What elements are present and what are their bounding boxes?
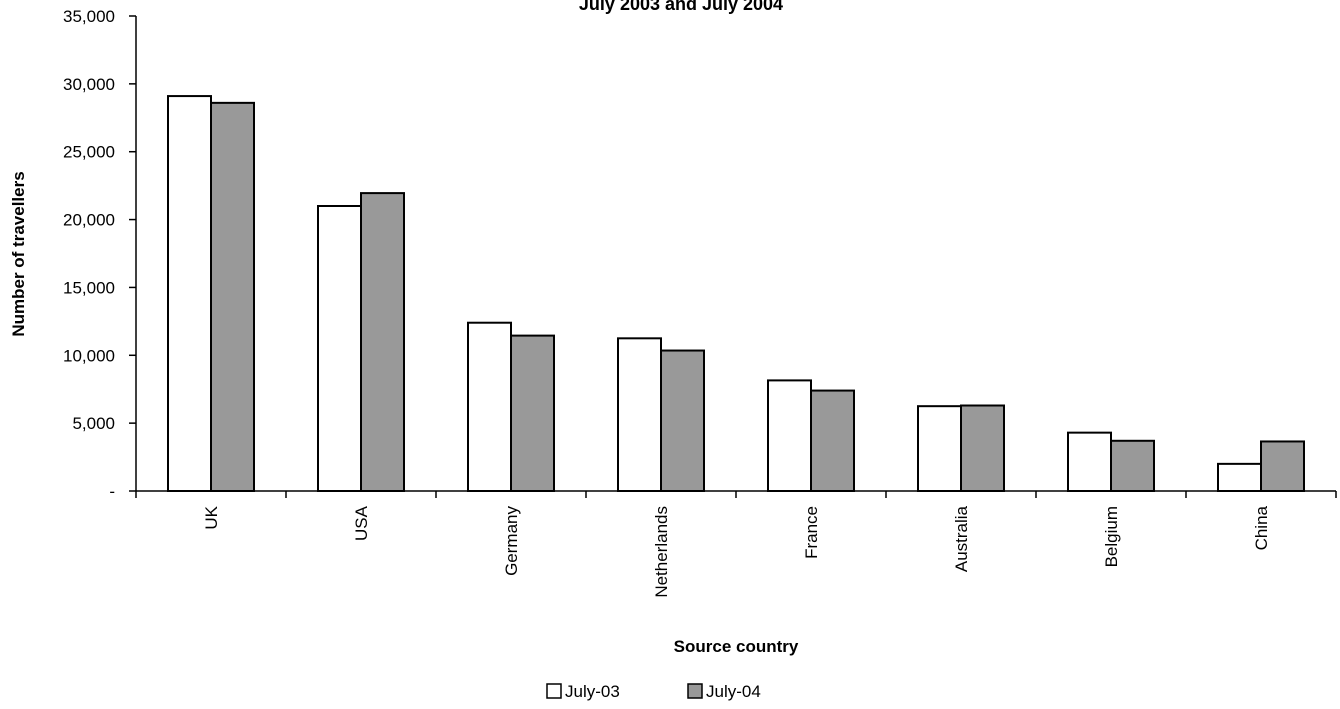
bar-july-04-belgium: [1110, 439, 1155, 492]
bar-july-04-australia: [960, 404, 1005, 492]
bar-july-04-china: [1260, 440, 1305, 493]
bars-layer: [167, 95, 1305, 493]
bar-july-03-uk: [167, 95, 212, 492]
y-tick-label: 25,000: [63, 143, 115, 162]
y-tick-label: -: [109, 482, 115, 501]
y-axis-title: Number of travellers: [9, 171, 28, 336]
axes-layer: - 5,000 10,000 15,000 20,000 25,000 30,000 35,0…: [63, 7, 1337, 598]
bar-july-04-germany: [510, 334, 555, 492]
x-tick-label-australia: Australia: [952, 505, 971, 572]
bar-july-03-china: [1217, 462, 1262, 493]
y-tick-label: 20,000: [63, 211, 115, 230]
bar-july-04-usa: [360, 192, 405, 492]
bar-july-03-belgium: [1067, 431, 1112, 492]
legend: July-03 July-04: [546, 682, 761, 701]
x-tick-label-germany: Germany: [502, 506, 521, 576]
x-tick-label-belgium: Belgium: [1102, 506, 1121, 567]
bar-july-03-france: [767, 379, 812, 492]
y-tick-label: 30,000: [63, 75, 115, 94]
x-tick-label-china: China: [1252, 505, 1271, 550]
bar-july-03-netherlands: [617, 337, 662, 493]
y-tick-label: 5,000: [72, 414, 115, 433]
legend-label-july-04: July-04: [706, 682, 761, 701]
legend-swatch-july-03: [546, 683, 562, 699]
bar-july-03-australia: [917, 405, 962, 492]
x-tick-label-france: France: [802, 506, 821, 559]
y-tick-label: 35,000: [63, 7, 115, 26]
bar-july-03-germany: [467, 321, 512, 493]
x-tick-label-usa: USA: [352, 505, 371, 541]
legend-label-july-03: July-03: [565, 682, 620, 701]
y-tick-label: 15,000: [63, 278, 115, 297]
chart-title: July 2003 and July 2004: [579, 0, 783, 14]
bar-july-04-netherlands: [660, 349, 705, 492]
bar-july-03-usa: [317, 205, 362, 492]
bar-july-04-uk: [210, 101, 255, 492]
y-tick-label: 10,000: [63, 346, 115, 365]
legend-swatch-july-04: [687, 683, 703, 699]
x-tick-label-netherlands: Netherlands: [652, 506, 671, 598]
bar-july-04-france: [810, 389, 855, 493]
x-axis-title: Source country: [674, 637, 799, 656]
x-tick-label-uk: UK: [202, 505, 221, 529]
